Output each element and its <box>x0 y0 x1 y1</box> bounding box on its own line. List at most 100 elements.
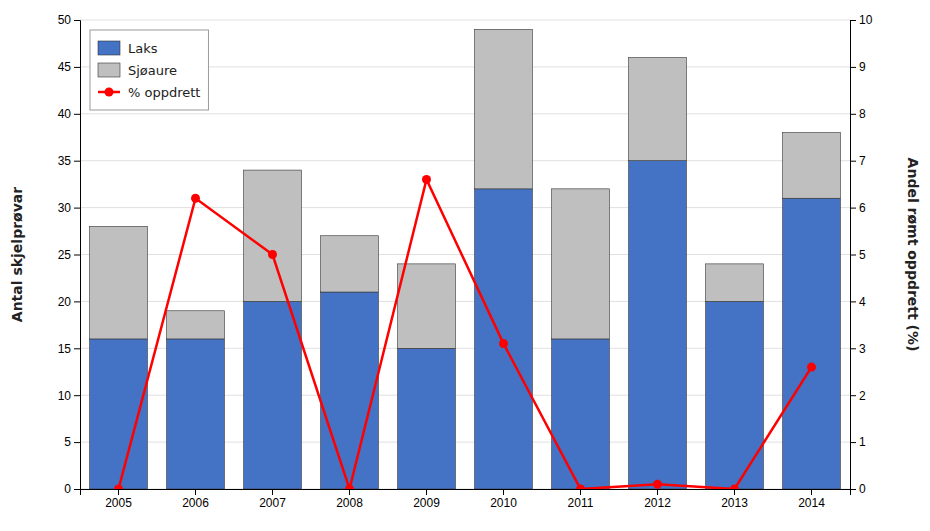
marker <box>653 480 662 489</box>
tick-label: 2008 <box>336 496 363 510</box>
tick-label: 0 <box>64 482 71 496</box>
bar <box>321 236 379 292</box>
tick: 2012 <box>644 489 671 510</box>
legend-label: Laks <box>128 41 158 56</box>
line <box>119 179 812 489</box>
marker <box>422 175 431 184</box>
tick-label: 10 <box>58 389 72 403</box>
bar <box>706 264 764 302</box>
tick-mark <box>657 489 658 495</box>
tick-mark <box>195 489 196 495</box>
tick-mark <box>850 161 856 162</box>
tick: 25 <box>58 248 80 262</box>
tick: 30 <box>58 201 80 215</box>
tick-label: 0 <box>859 482 866 496</box>
tick-label: 2010 <box>490 496 517 510</box>
bar <box>398 264 456 348</box>
bar <box>90 226 148 339</box>
tick-label: 2009 <box>413 496 440 510</box>
tick-mark <box>850 301 856 302</box>
plot-area <box>90 29 841 489</box>
tick-mark <box>850 255 856 256</box>
tick-mark <box>349 489 350 495</box>
legend-label: Sjøaure <box>128 63 177 78</box>
tick-label: 10 <box>859 13 873 27</box>
tick-label: 7 <box>859 154 866 168</box>
tick-label: 2014 <box>798 496 825 510</box>
tick-label: 5 <box>64 435 71 449</box>
tick: 6 <box>850 201 866 215</box>
tick: 20 <box>58 295 80 309</box>
tick: 45 <box>58 60 80 74</box>
legend-marker <box>105 88 114 97</box>
y2-axis-title: Andel rømt oppdrett (%) <box>905 158 921 352</box>
grid <box>80 20 850 489</box>
tick-label: 15 <box>58 342 72 356</box>
tick-label: 2012 <box>644 496 671 510</box>
tick-mark <box>850 442 856 443</box>
tick-label: 40 <box>58 107 72 121</box>
tick-label: 6 <box>859 201 866 215</box>
tick: 2011 <box>568 489 594 510</box>
tick-label: 2013 <box>721 496 748 510</box>
tick: 9 <box>850 60 866 74</box>
tick-mark <box>74 442 80 443</box>
tick-mark <box>74 395 80 396</box>
tick: 8 <box>850 107 866 121</box>
grid-line <box>80 160 850 161</box>
axis-line <box>74 21 81 490</box>
marker <box>114 485 123 490</box>
bar <box>321 292 379 489</box>
tick-mark <box>850 348 856 349</box>
axis-line <box>851 21 857 490</box>
tick: 7 <box>850 154 866 168</box>
tick-mark <box>74 67 80 68</box>
tick-label: 20 <box>58 295 72 309</box>
tick-mark <box>272 489 273 495</box>
tick-label: 2007 <box>259 496 286 510</box>
legend-swatch <box>98 41 120 55</box>
grid-line <box>80 207 850 208</box>
bar <box>783 198 841 489</box>
legend-label: % oppdrett <box>128 85 200 100</box>
tick: 2013 <box>721 489 748 510</box>
tick: 3 <box>850 342 866 356</box>
tick: 10 <box>850 13 873 27</box>
y2-axis: 012345678910 <box>850 13 873 496</box>
bar <box>244 170 302 301</box>
legend-frame <box>90 30 208 110</box>
tick: 50 <box>58 13 80 27</box>
tick: 40 <box>58 107 80 121</box>
tick-mark <box>74 489 80 490</box>
tick-label: 35 <box>58 154 72 168</box>
legend-item: Laks <box>98 41 158 56</box>
tick-label: 2011 <box>568 496 594 510</box>
tick-mark <box>74 348 80 349</box>
chart: 2005200620072008200920102011201220132014… <box>0 0 930 531</box>
grid-line <box>80 254 850 255</box>
tick-mark <box>850 395 856 396</box>
tick-mark <box>580 489 581 495</box>
marker <box>191 194 200 203</box>
tick: 2007 <box>259 489 286 510</box>
tick: 2010 <box>490 489 517 510</box>
grid-line <box>80 113 850 114</box>
tick-label: 2006 <box>182 496 209 510</box>
bar <box>167 339 225 489</box>
tick-label: 45 <box>58 60 72 74</box>
marker <box>730 485 739 490</box>
tick-label: 1 <box>859 435 866 449</box>
tick-mark <box>74 161 80 162</box>
legend-item: Sjøaure <box>98 63 177 78</box>
tick: 2014 <box>798 489 825 510</box>
tick: 2005 <box>105 489 132 510</box>
tick-mark <box>426 489 427 495</box>
bar <box>244 301 302 489</box>
bar <box>475 29 533 188</box>
legend: Laks Sjøaure % oppdrett <box>90 30 208 110</box>
tick-mark <box>118 489 119 495</box>
tick-label: 2005 <box>105 496 132 510</box>
bar <box>475 189 533 489</box>
y-axis: 0 5 10 15 20 25 30 35 40 45 50 <box>58 13 81 496</box>
bar <box>706 301 764 489</box>
